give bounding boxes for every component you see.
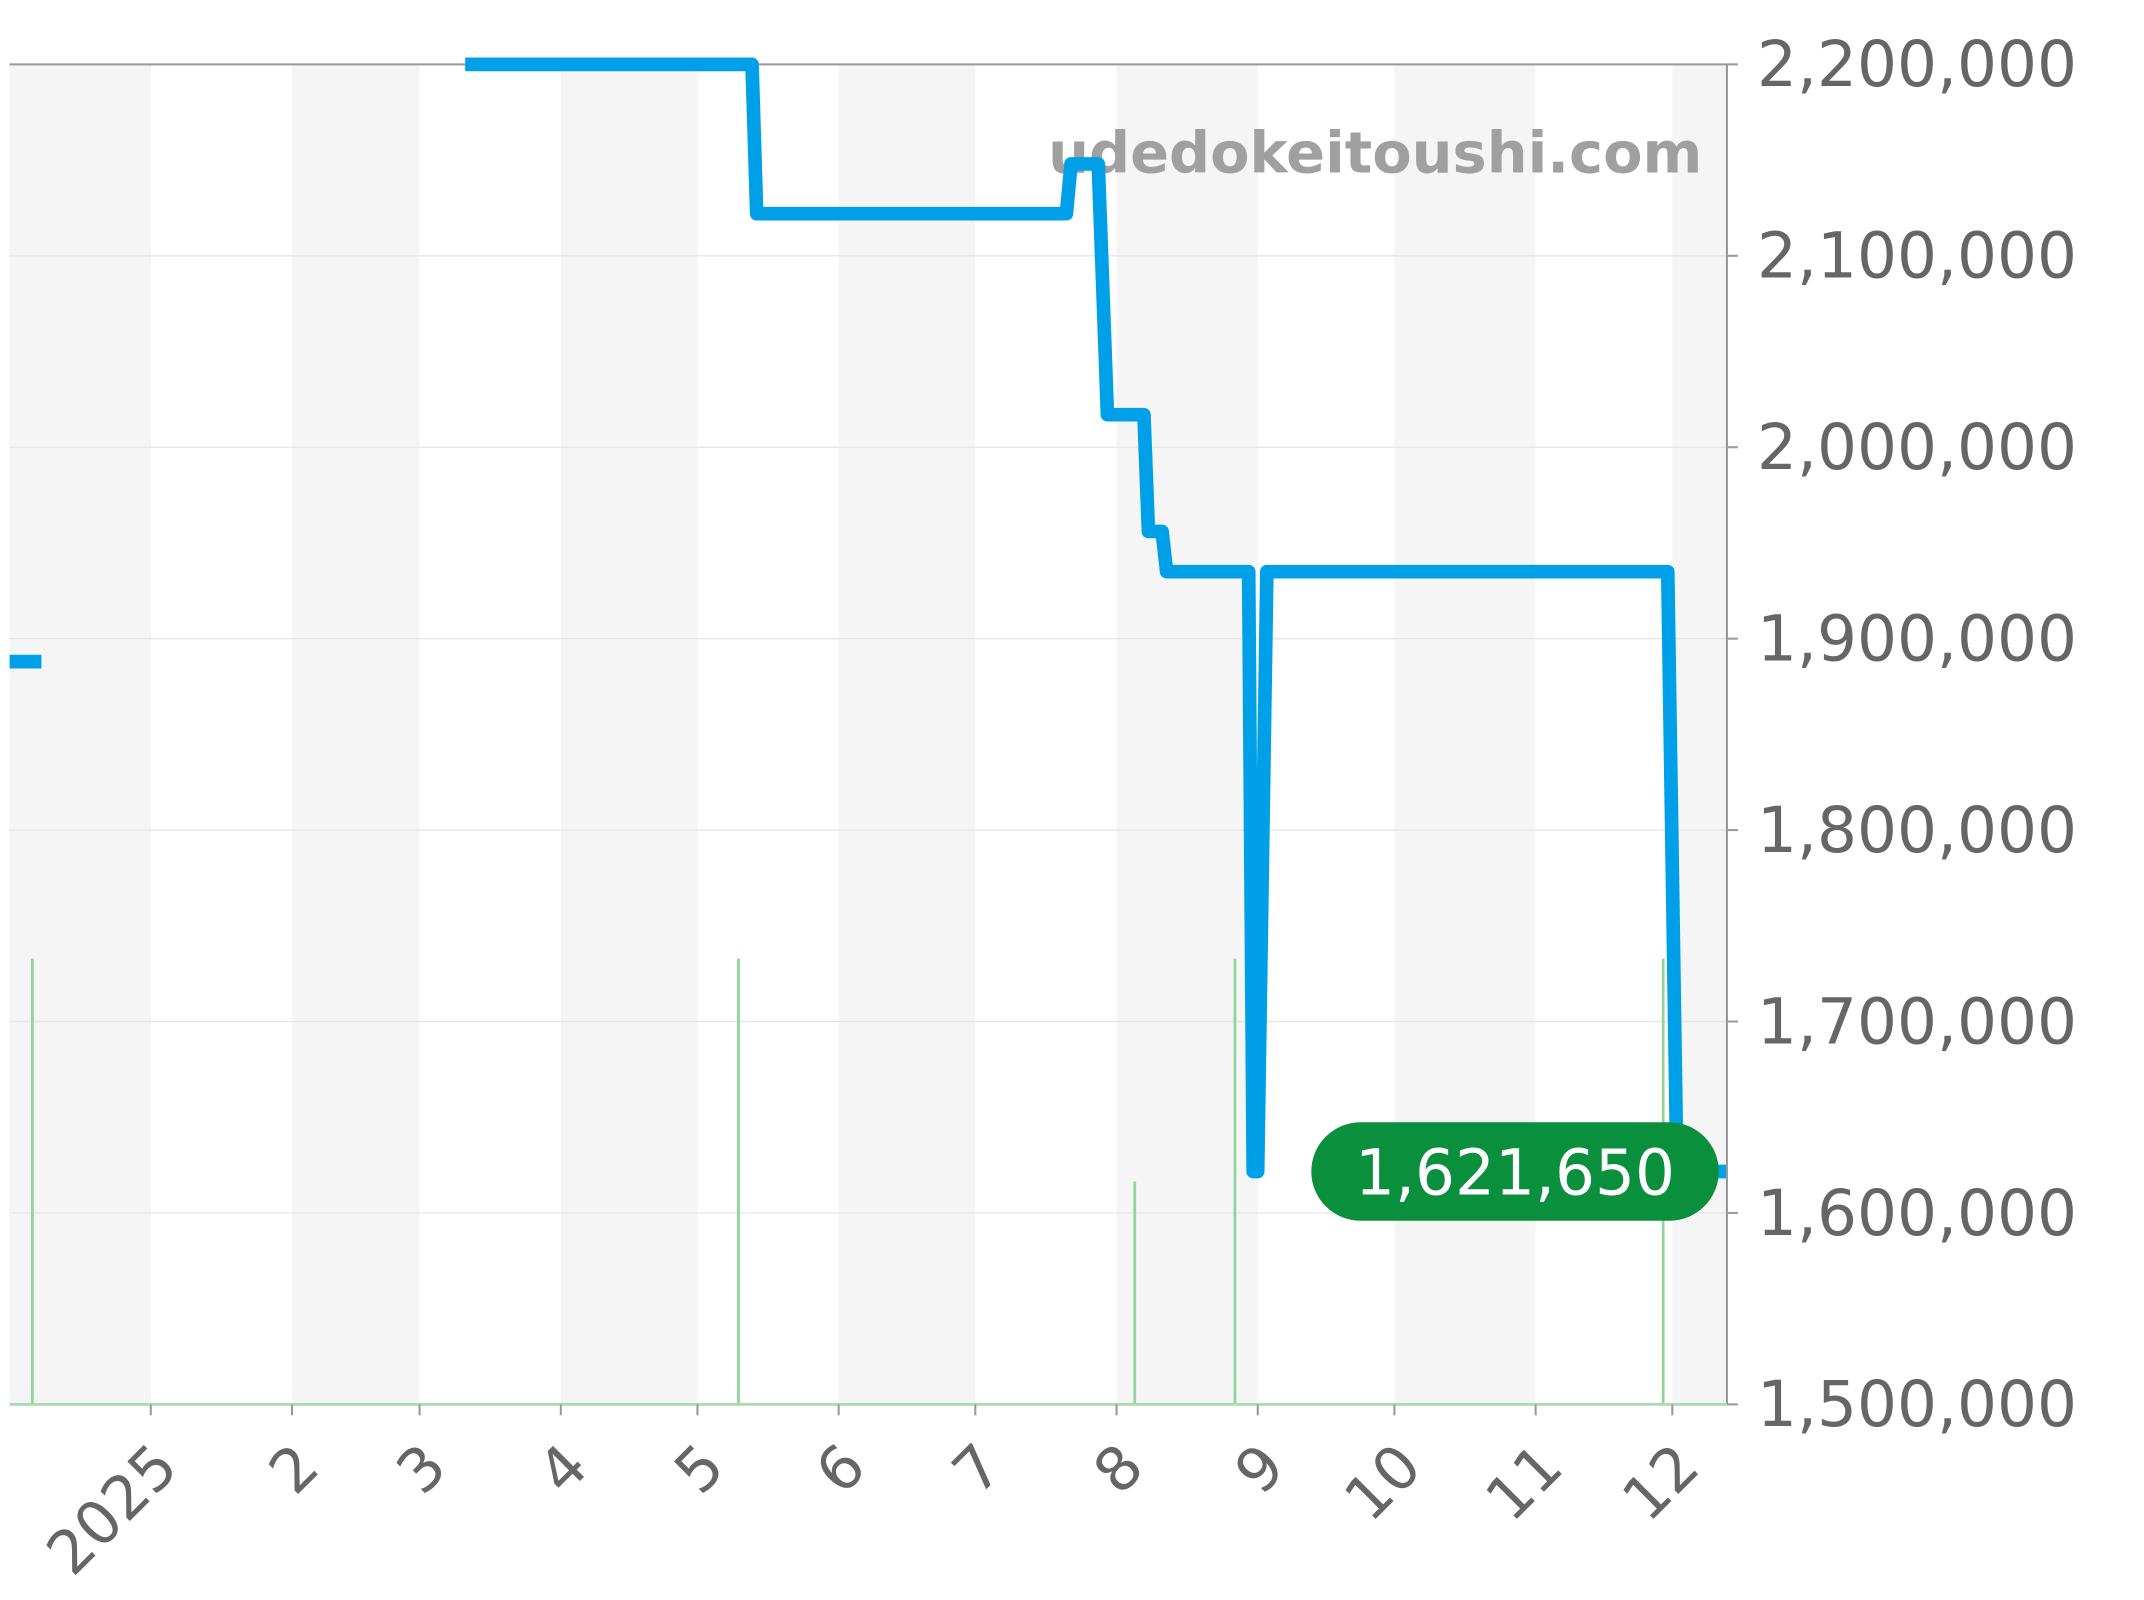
x-tick-label: 3	[384, 1431, 461, 1508]
price-line-segment	[465, 57, 1727, 1179]
y-tick-label: 1,700,000	[1757, 985, 2077, 1058]
y-tick-label: 1,600,000	[1757, 1177, 2077, 1250]
x-axis-labels: 2025 2 3 4 5 6 7 8 9 10 11 12	[34, 1431, 1713, 1589]
month-bands	[9, 64, 1727, 1405]
y-tick-label: 2,000,000	[1757, 411, 2077, 484]
month-band	[1116, 64, 1258, 1405]
badge-background	[1311, 1122, 1719, 1221]
x-tick-label: 4	[525, 1431, 602, 1508]
x-tick-label: 8	[1081, 1431, 1158, 1508]
y-tick-label: 2,100,000	[1757, 220, 2077, 293]
month-band	[560, 64, 698, 1405]
x-tick-label: 2025	[34, 1431, 192, 1589]
y-tick-label: 1,800,000	[1757, 794, 2077, 867]
x-tick-label: 7	[939, 1431, 1016, 1508]
watermark: udedokeitoushi.com	[1048, 119, 1702, 186]
axes	[9, 63, 1738, 1416]
x-tick-label: 12	[1609, 1431, 1713, 1535]
y-axis-labels: 2,200,000 2,100,000 2,000,000 1,900,000 1,80…	[1757, 28, 2077, 1441]
last-value-badge: 1,621,650	[1311, 1122, 1719, 1221]
badge-label: 1,621,650	[1355, 1137, 1675, 1210]
price-series	[9, 57, 1727, 1179]
x-tick-label: 6	[803, 1431, 880, 1508]
month-band	[9, 64, 151, 1405]
month-band	[838, 64, 976, 1405]
x-tick-label: 5	[662, 1431, 739, 1508]
x-tick-label: 9	[1222, 1431, 1299, 1508]
month-band	[292, 64, 420, 1405]
y-tick-label: 1,500,000	[1757, 1368, 2077, 1441]
y-tick-label: 1,900,000	[1757, 603, 2077, 676]
x-tick-label: 11	[1473, 1431, 1577, 1535]
y-tick-label: 2,200,000	[1757, 28, 2077, 101]
x-tick-label: 2	[256, 1431, 333, 1508]
x-tick-label: 10	[1331, 1431, 1435, 1535]
